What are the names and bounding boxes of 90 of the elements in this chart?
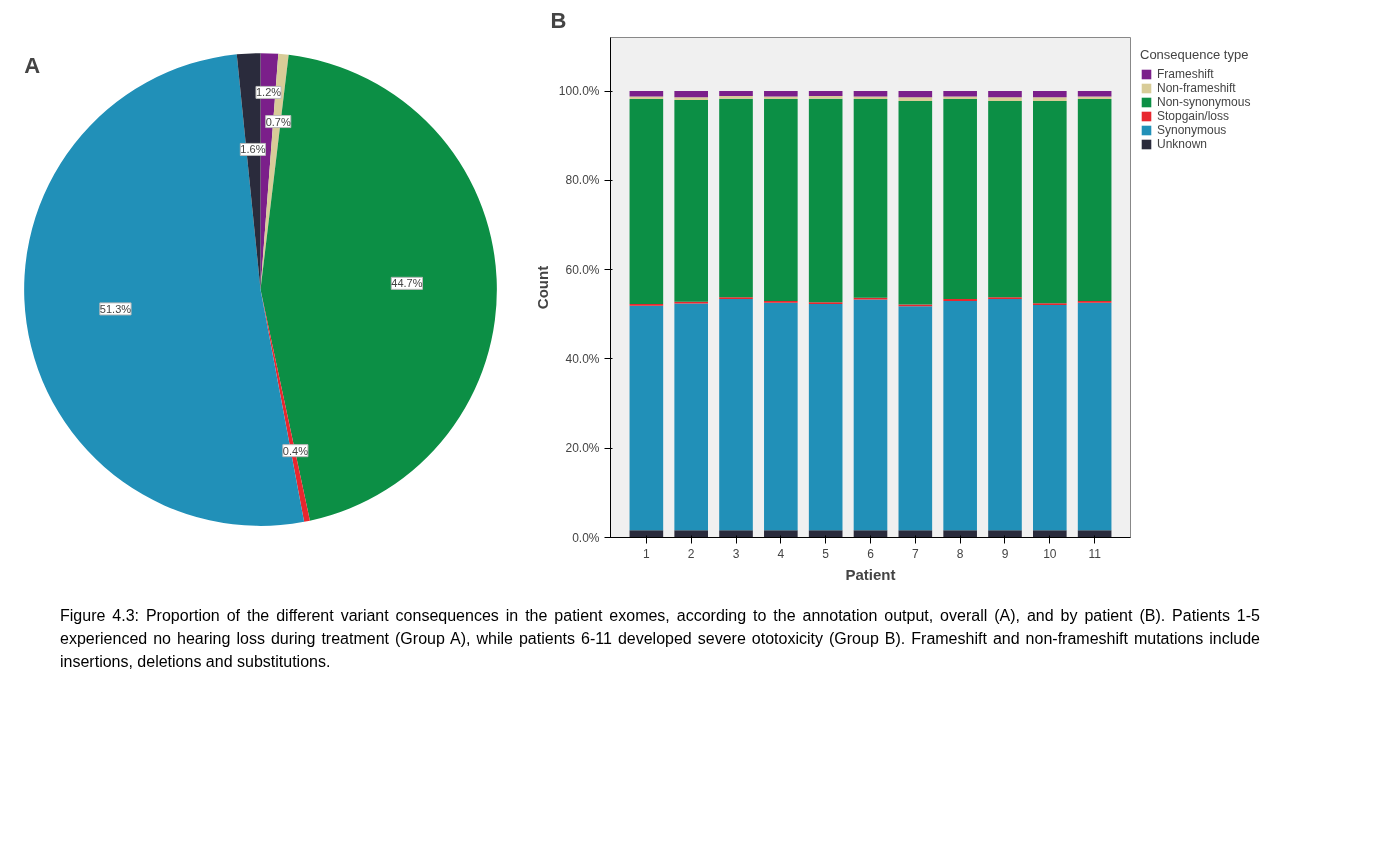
x-tick-label: 1 <box>643 546 651 561</box>
x-tick-label: 5 <box>822 546 830 561</box>
bar <box>1033 91 1067 98</box>
x-tick-label: 2 <box>687 546 695 561</box>
bar <box>764 96 798 100</box>
x-tick-label: 7 <box>911 546 919 561</box>
bar <box>1077 91 1112 97</box>
data-label: 0.7% <box>265 115 291 128</box>
bar <box>808 530 843 538</box>
data-label: 1.2% <box>255 86 282 99</box>
y-tick-label: 0.0% <box>572 530 600 545</box>
bar <box>898 91 933 98</box>
bar <box>674 100 708 302</box>
y-tick-label: 20.0% <box>565 441 600 456</box>
bar <box>853 299 888 531</box>
bar <box>719 95 753 99</box>
x-axis-title: Patient <box>845 565 896 583</box>
y-tick-label: 60.0% <box>565 262 600 277</box>
bar <box>988 97 1022 101</box>
bar <box>1033 97 1067 101</box>
text: A <box>24 52 41 78</box>
bar <box>898 100 933 305</box>
y-tick-label: 80.0% <box>565 173 600 188</box>
data-label: 51.3% <box>99 302 132 315</box>
bar <box>1077 96 1112 100</box>
data-label: 44.7% <box>391 277 423 290</box>
bar <box>764 302 798 531</box>
bar <box>764 99 798 301</box>
bar <box>629 305 664 531</box>
bar <box>988 530 1022 538</box>
legend-label: Stopgain/loss <box>1157 109 1230 123</box>
bar <box>629 99 664 305</box>
x-tick-label: 6 <box>867 546 875 561</box>
bar <box>629 91 664 97</box>
x-tick-label: 4 <box>777 546 785 561</box>
bar <box>898 306 933 531</box>
bar <box>853 91 888 97</box>
legend-title: Consequence type <box>1140 47 1250 62</box>
bar <box>674 303 708 531</box>
y-tick-label: 40.0% <box>565 351 600 366</box>
bar <box>764 91 798 97</box>
bar <box>988 100 1022 298</box>
x-tick-label: 8 <box>956 546 964 561</box>
text: B <box>550 7 567 33</box>
bar <box>988 299 1022 531</box>
bar <box>808 98 843 303</box>
bar <box>764 530 798 538</box>
x-tick-label: 3 <box>732 546 740 561</box>
y-tick-label: 100.0% <box>558 84 600 99</box>
legend-label: Frameshift <box>1157 67 1214 81</box>
bar <box>943 91 977 97</box>
bar <box>629 530 664 538</box>
bar <box>853 99 888 298</box>
bar <box>629 96 664 100</box>
bar <box>1033 304 1067 531</box>
bar <box>1033 100 1067 304</box>
bar <box>898 97 933 101</box>
bar <box>853 530 888 538</box>
bar <box>808 304 843 531</box>
bar <box>943 530 977 538</box>
bar <box>943 96 977 100</box>
bar <box>808 95 843 99</box>
caption: Figure 4.3: Proportion of the different variant consequences in the patient exomes, according to the annotation output, overall (A), and by patient (B). Patients 1-5 experienced no hearing loss during treatment (Group A), while patients 6-11 developed severe ototoxicity (Group B). Frameshift and non-frameshift mutations include insertions, deletions and substitutions. <box>60 606 1260 672</box>
legend-label: Synonymous <box>1157 123 1227 137</box>
bar <box>898 530 933 538</box>
x-tick-label: 9 <box>1001 546 1009 561</box>
bar <box>988 91 1022 98</box>
data-label: 1.6% <box>240 143 266 156</box>
bar <box>853 96 888 100</box>
bar <box>674 97 708 100</box>
bar <box>1077 99 1112 301</box>
bar <box>719 299 753 531</box>
legend-label: Unknown <box>1157 137 1208 151</box>
legend-label: Non-frameshift <box>1157 81 1236 95</box>
y-axis-title: Count <box>533 265 551 310</box>
bar <box>808 91 843 96</box>
bar <box>943 99 977 300</box>
bar <box>943 300 977 531</box>
data-label: 0.4% <box>282 444 309 457</box>
legend-label: Non-synonymous <box>1157 95 1251 109</box>
bar <box>1033 530 1067 538</box>
bar <box>719 98 753 298</box>
bar <box>674 91 708 98</box>
x-tick-label: 11 <box>1088 546 1102 561</box>
bar <box>1077 530 1112 538</box>
bar <box>719 91 753 96</box>
x-tick-label: 10 <box>1043 546 1057 561</box>
bar <box>1077 302 1112 531</box>
bar <box>719 530 753 538</box>
bar <box>674 530 708 538</box>
